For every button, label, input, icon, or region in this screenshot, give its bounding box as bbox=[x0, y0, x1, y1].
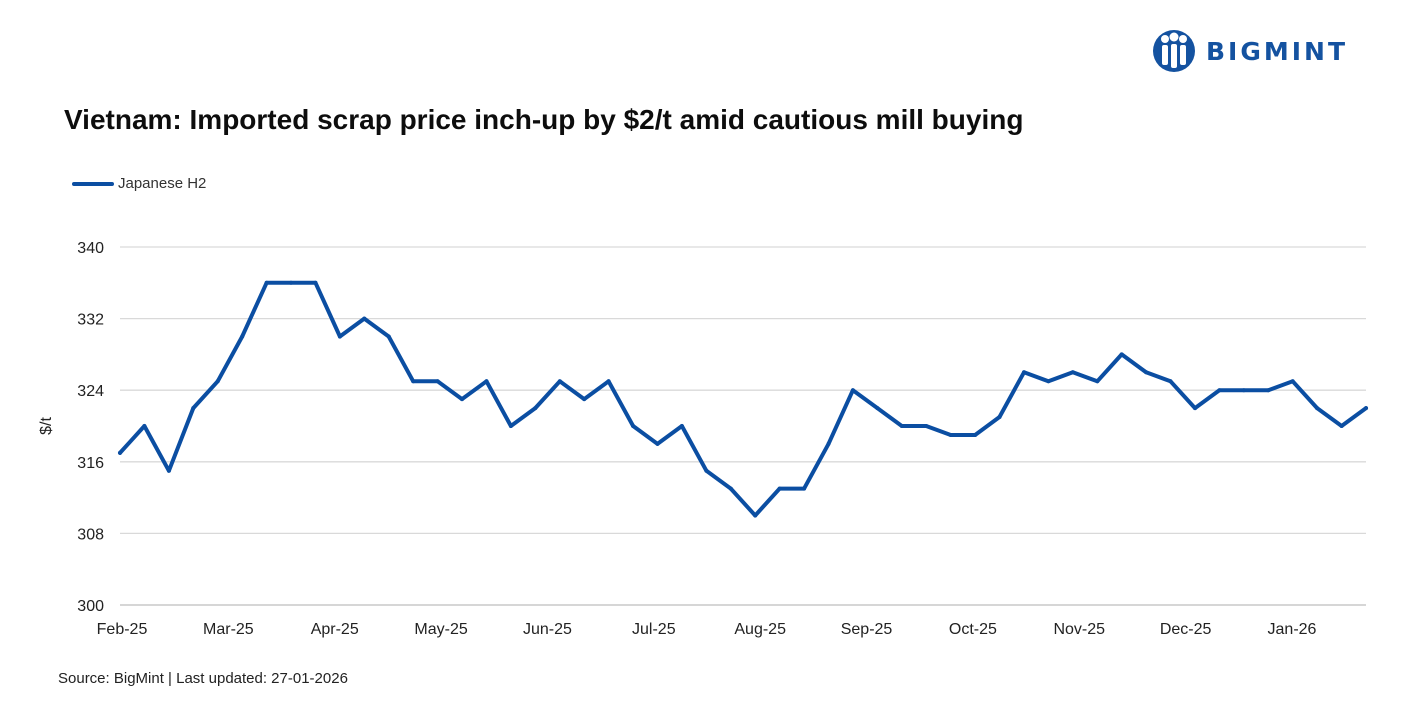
data-point bbox=[1266, 388, 1271, 393]
data-point bbox=[1144, 370, 1149, 375]
data-point bbox=[1070, 370, 1075, 375]
data-point bbox=[289, 280, 293, 285]
data-point bbox=[1315, 406, 1320, 411]
data-point bbox=[313, 280, 318, 285]
bigmint-logo-icon bbox=[1153, 30, 1195, 72]
chart-legend: Japanese H2 bbox=[72, 175, 206, 192]
data-point bbox=[753, 513, 758, 518]
data-point bbox=[924, 424, 929, 428]
y-tick-label: 300 bbox=[77, 598, 104, 615]
data-point bbox=[1119, 352, 1124, 357]
data-point bbox=[435, 379, 440, 384]
data-point bbox=[1290, 379, 1295, 384]
data-point bbox=[631, 424, 636, 428]
data-point bbox=[582, 397, 587, 402]
y-axis-label: $/t bbox=[38, 417, 55, 435]
data-point bbox=[508, 424, 513, 428]
source-note: Source: BigMint | Last updated: 27-01-20… bbox=[58, 670, 348, 687]
data-point bbox=[679, 424, 684, 428]
x-tick-label: Feb-25 bbox=[97, 621, 148, 638]
data-point bbox=[948, 433, 953, 437]
data-point bbox=[240, 334, 245, 339]
data-point bbox=[166, 468, 171, 473]
data-point bbox=[362, 316, 367, 321]
legend-label: Japanese H2 bbox=[118, 175, 207, 192]
data-point bbox=[533, 406, 538, 411]
data-point bbox=[411, 379, 416, 384]
chart-title: Vietnam: Imported scrap price inch-up by… bbox=[64, 104, 1024, 135]
y-tick-label: 332 bbox=[77, 312, 104, 329]
x-tick-label: Oct-25 bbox=[949, 621, 997, 638]
data-point bbox=[1241, 388, 1246, 393]
x-tick-label: Jul-25 bbox=[632, 621, 676, 638]
data-point bbox=[1168, 379, 1173, 384]
brand-name: BIGMINT bbox=[1206, 36, 1349, 66]
data-point bbox=[1095, 379, 1100, 384]
data-point bbox=[655, 441, 660, 446]
series-line-japanese-h2 bbox=[118, 280, 1368, 518]
x-tick-label: Sep-25 bbox=[841, 621, 893, 638]
x-tick-label: Nov-25 bbox=[1053, 621, 1105, 638]
data-point bbox=[850, 388, 855, 393]
x-tick-label: Aug-25 bbox=[734, 621, 786, 638]
x-tick-label: Jun-25 bbox=[523, 621, 572, 638]
x-tick-label: Apr-25 bbox=[311, 621, 359, 638]
x-tick-label: May-25 bbox=[414, 621, 467, 638]
data-point bbox=[191, 406, 196, 411]
x-tick-label: Jan-26 bbox=[1268, 621, 1317, 638]
x-tick-label: Mar-25 bbox=[203, 621, 254, 638]
data-point bbox=[802, 486, 807, 491]
data-point bbox=[899, 424, 904, 428]
data-point bbox=[118, 450, 122, 455]
data-point bbox=[728, 486, 733, 491]
data-point bbox=[1339, 424, 1344, 428]
data-point bbox=[215, 379, 220, 384]
y-tick-label: 308 bbox=[77, 526, 104, 543]
data-point bbox=[1364, 406, 1368, 411]
data-point bbox=[777, 486, 782, 491]
y-tick-label: 340 bbox=[77, 240, 104, 257]
data-point bbox=[1217, 388, 1222, 393]
data-point bbox=[1046, 379, 1051, 384]
data-point bbox=[1022, 370, 1026, 375]
data-point bbox=[264, 280, 269, 285]
y-tick-label: 316 bbox=[77, 455, 104, 472]
data-point bbox=[606, 379, 611, 384]
legend-swatch bbox=[72, 181, 114, 186]
x-tick-label: Dec-25 bbox=[1160, 621, 1212, 638]
data-point bbox=[557, 379, 562, 384]
data-point bbox=[460, 397, 464, 402]
data-point bbox=[704, 468, 709, 473]
y-tick-label: 324 bbox=[77, 383, 104, 400]
data-point bbox=[826, 441, 831, 446]
data-point bbox=[386, 334, 391, 339]
brand-logo: BIGMINT bbox=[1152, 28, 1348, 74]
data-point bbox=[997, 415, 1002, 419]
data-point bbox=[337, 334, 342, 339]
data-point bbox=[875, 406, 880, 411]
data-point bbox=[484, 379, 489, 384]
data-point bbox=[1193, 406, 1197, 411]
data-point bbox=[142, 424, 147, 428]
data-point bbox=[973, 433, 978, 437]
